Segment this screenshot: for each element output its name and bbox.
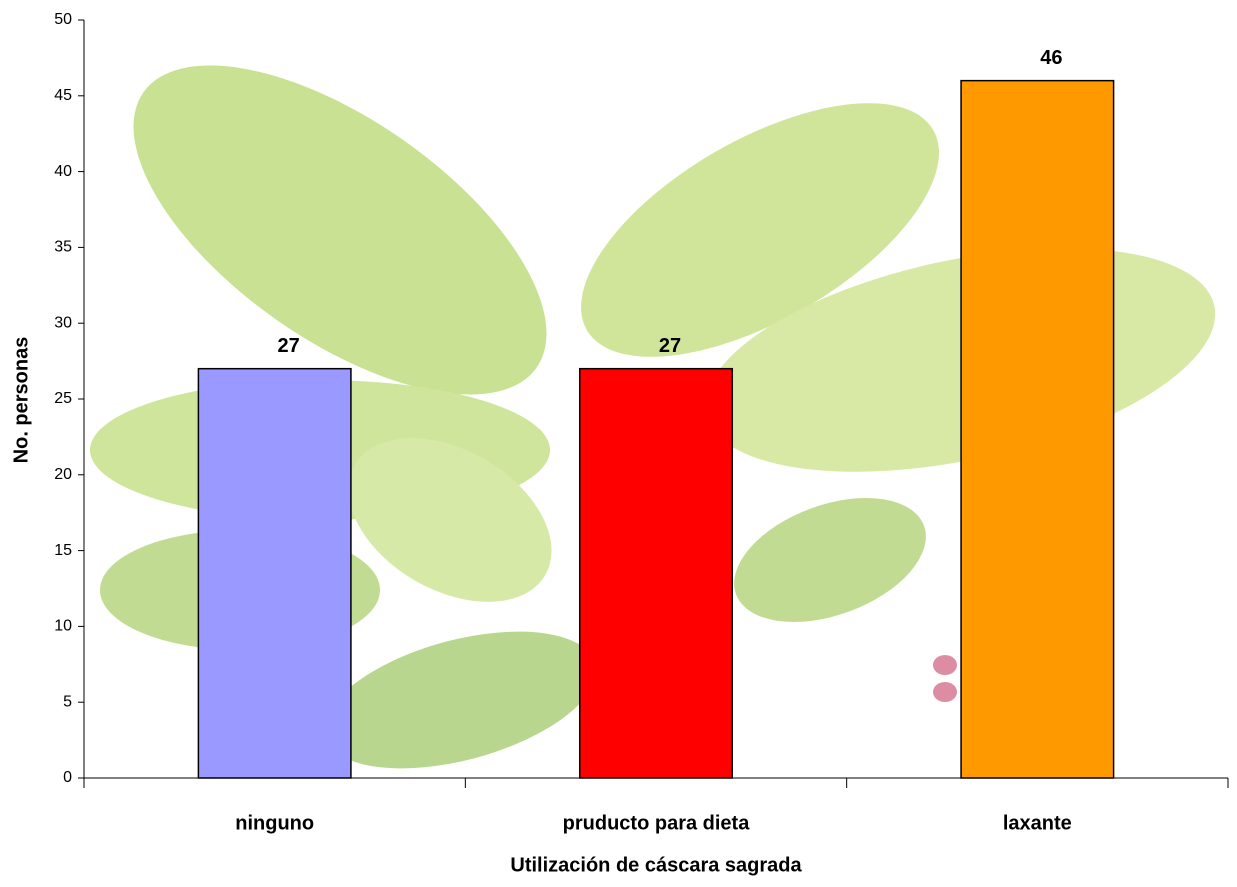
x-tick-label: pruducto para dieta <box>563 812 751 834</box>
page: Utilización de cáscara sagrada No. perso… <box>0 0 1237 887</box>
y-tick-label: 30 <box>54 314 72 331</box>
data-label: 27 <box>278 335 300 357</box>
y-tick-label: 35 <box>54 239 72 256</box>
x-tick-label: laxante <box>1003 812 1072 834</box>
y-tick-label: 50 <box>54 11 72 28</box>
y-tick-label: 5 <box>63 693 72 710</box>
y-axis-title: No. personas <box>10 337 32 464</box>
data-label: 27 <box>659 335 681 357</box>
chart: Utilización de cáscara sagrada No. perso… <box>0 0 1237 887</box>
bar <box>198 369 351 778</box>
y-tick-label: 15 <box>54 542 72 559</box>
y-tick-label: 45 <box>54 87 72 104</box>
y-tick-label: 10 <box>54 618 72 635</box>
y-tick-label: 0 <box>63 769 72 786</box>
bar <box>961 81 1114 778</box>
x-tick-label: ninguno <box>235 812 314 834</box>
bar <box>580 369 733 778</box>
data-label: 46 <box>1040 47 1062 69</box>
y-tick-label: 40 <box>54 163 72 180</box>
x-axis-title: Utilización de cáscara sagrada <box>510 854 802 876</box>
y-tick-label: 20 <box>54 466 72 483</box>
y-tick-label: 25 <box>54 390 72 407</box>
